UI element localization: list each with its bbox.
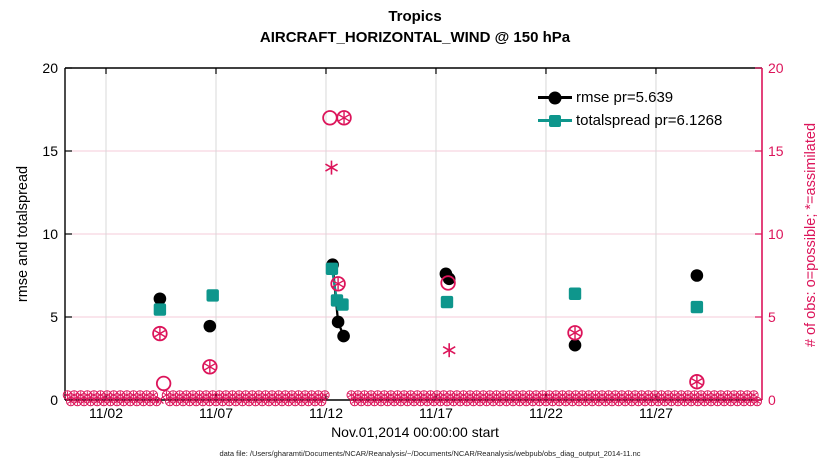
y-right-tick-label: 0 — [768, 392, 776, 408]
legend-label-rmse: rmse pr=5.639 — [576, 89, 674, 106]
legend-item-totalspread: totalspread pr=6.1268 — [538, 109, 722, 132]
y-left-tick-label: 15 — [42, 143, 58, 159]
chart-subtitle: AIRCRAFT_HORIZONTAL_WIND @ 150 hPa — [259, 29, 571, 46]
data-file-caption: data file: /Users/gharamti/Documents/NCA… — [219, 449, 641, 458]
x-tick-label: 11/17 — [418, 405, 453, 421]
y-axis-label-left: rmse and totalspread — [15, 165, 31, 303]
legend-label-totalspread: totalspread pr=6.1268 — [576, 112, 723, 129]
totalspread-square-marker-icon — [549, 114, 561, 127]
y-right-tick-label: 15 — [768, 143, 784, 159]
x-tick-label: 11/22 — [528, 405, 563, 421]
y-axis-label-right: # of obs: o=possible; *=assimilated — [803, 122, 819, 348]
rmse-line-swatch — [538, 91, 572, 104]
x-tick-label: 11/12 — [308, 405, 343, 421]
legend: rmse pr=5.639 totalspread pr=6.1268 — [538, 86, 722, 132]
x-tick-label: 11/02 — [89, 405, 123, 421]
y-left-tick-label: 5 — [50, 309, 58, 325]
y-left-tick-label: 10 — [42, 226, 58, 242]
totalspread-line-swatch — [538, 114, 572, 127]
rmse-circle-marker-icon — [548, 91, 562, 104]
y-left-tick-label: 0 — [50, 392, 58, 408]
y-right-tick-label: 20 — [768, 60, 784, 76]
y-right-tick-label: 5 — [768, 309, 776, 325]
x-axis-label: Nov.01,2014 00:00:00 start — [331, 424, 499, 440]
x-tick-label: 11/27 — [638, 405, 673, 421]
legend-item-rmse: rmse pr=5.639 — [538, 86, 722, 109]
chart-title: Tropics — [388, 8, 442, 25]
y-left-tick-label: 20 — [42, 60, 58, 76]
y-right-tick-label: 10 — [768, 226, 784, 242]
x-tick-label: 11/07 — [198, 405, 233, 421]
